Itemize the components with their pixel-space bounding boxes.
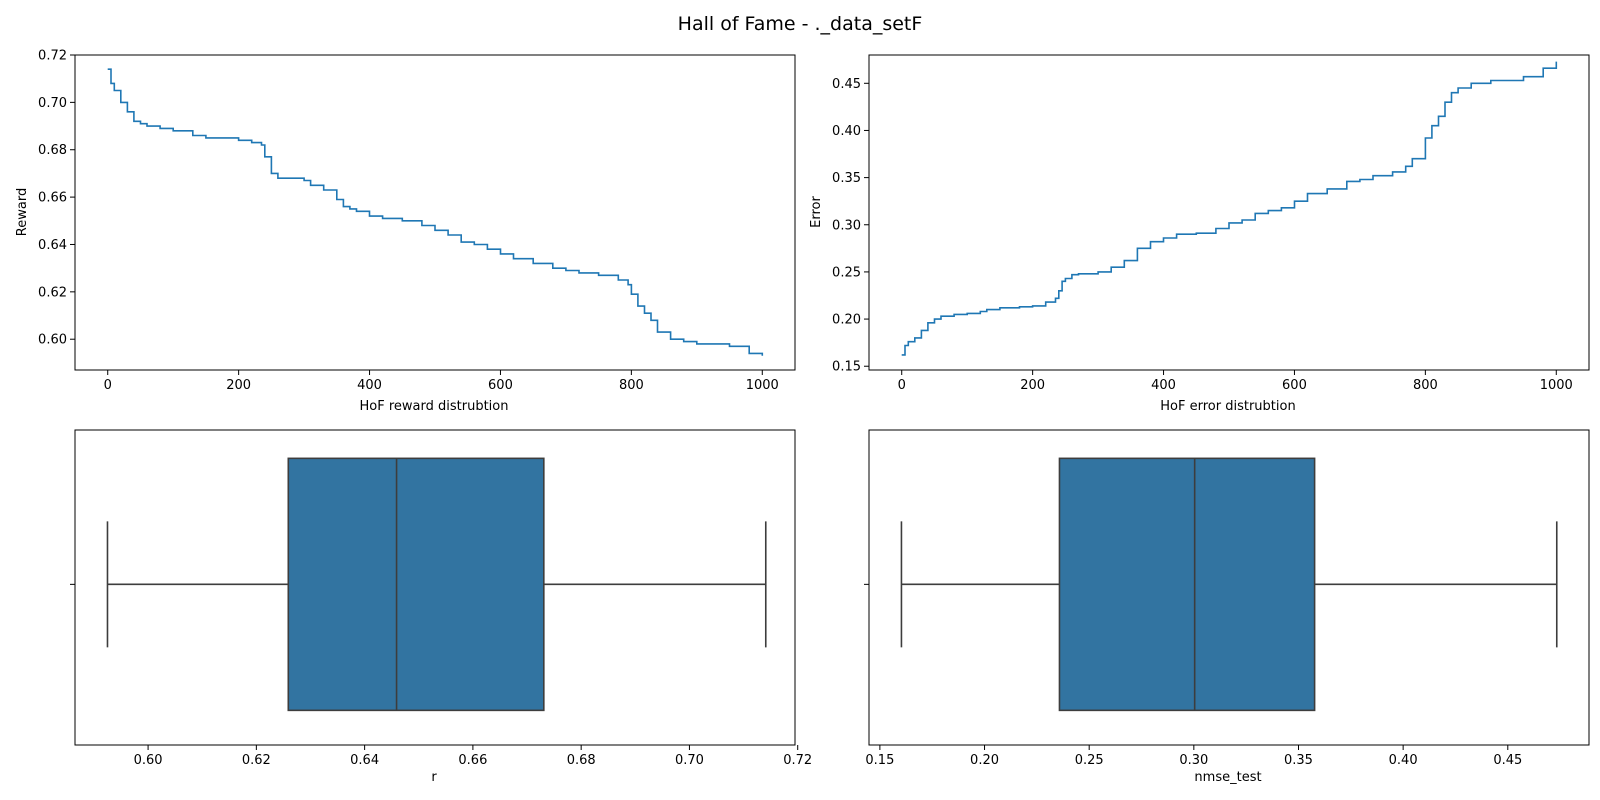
error-chart-xtick-label: 1000 [1540,378,1573,393]
reward-boxplot-iqr-box [287,457,545,712]
error-chart-ytick-label: 0.40 [832,124,861,139]
reward-boxplot-axes-frame [74,429,796,746]
reward-chart-ytick-label: 0.60 [38,333,67,348]
reward-chart-ytick-label: 0.64 [38,238,67,253]
reward-line-chart: HoF reward distrubtion Reward 0 200 400 600… [15,49,796,414]
error-boxplot-xtick-label: 0.45 [1493,753,1522,768]
error-chart-ytick-label: 0.35 [832,171,861,186]
error-boxplot-xtick-label: 0.40 [1389,753,1418,768]
reward-chart-xlabel: HoF reward distrubtion [360,399,509,414]
reward-boxplot-xlabel: r [431,770,437,785]
reward-chart-xtick-label: 200 [226,378,251,393]
reward-boxplot-xtick-label: 0.68 [567,753,596,768]
error-boxplot-iqr-box [1058,457,1316,712]
reward-chart-xtick-label: 800 [619,378,644,393]
error-chart-xtick-label: 200 [1020,378,1045,393]
error-chart-xtick-label: 800 [1413,378,1438,393]
reward-chart-ylabel: Reward [15,188,30,236]
error-boxplot-axes-frame [868,429,1590,746]
reward-chart-ytick-label: 0.62 [38,285,67,300]
reward-chart-ytick-label: 0.70 [38,96,67,111]
error-line-chart: HoF error distrubtion Error 0 200 400 600 80… [809,54,1590,414]
error-boxplot-xtick-label: 0.30 [1179,753,1208,768]
reward-chart-axes-frame [74,54,796,371]
error-boxplot-xtick-label: 0.35 [1284,753,1313,768]
error-chart-ytick-label: 0.20 [832,313,861,328]
reward-chart-xtick-label: 400 [357,378,382,393]
error-boxplot-xtick-label: 0.15 [865,753,894,768]
error-chart-axes-frame [868,54,1590,371]
reward-chart-ytick-label: 0.72 [38,49,67,64]
error-boxplot: nmse_test 0.15 0.20 0.25 0.30 0.35 0.40 0.45 [864,429,1590,785]
error-chart-xtick-label: 0 [898,378,906,393]
error-chart-ylabel: Error [809,196,824,228]
figure-title: Hall of Fame - ._data_setF [678,13,923,35]
error-boxplot-xtick-label: 0.25 [1075,753,1104,768]
error-chart-ytick-label: 0.30 [832,218,861,233]
error-boxplot-xtick-label: 0.20 [970,753,999,768]
reward-boxplot-xtick-label: 0.60 [134,753,163,768]
reward-boxplot-xtick-label: 0.64 [350,753,379,768]
reward-chart-xtick-label: 600 [488,378,513,393]
reward-chart-ytick-label: 0.68 [38,143,67,158]
error-chart-xlabel: HoF error distrubtion [1160,399,1295,414]
reward-chart-xtick-label: 0 [104,378,112,393]
reward-boxplot-xtick-label: 0.62 [242,753,271,768]
error-chart-series-line [901,61,1558,356]
reward-chart-ytick-label: 0.66 [38,191,67,206]
reward-chart-xtick-label: 1000 [746,378,779,393]
error-boxplot-xlabel: nmse_test [1194,770,1261,785]
reward-chart-series-line [107,68,764,356]
error-chart-xtick-label: 600 [1282,378,1307,393]
error-chart-ytick-label: 0.25 [832,265,861,280]
reward-boxplot-xtick-label: 0.72 [783,753,812,768]
error-chart-xtick-label: 400 [1151,378,1176,393]
reward-boxplot-xtick-label: 0.66 [458,753,487,768]
error-chart-ytick-label: 0.15 [832,360,861,375]
reward-boxplot-xtick-label: 0.70 [675,753,704,768]
error-chart-ytick-label: 0.45 [832,77,861,92]
reward-boxplot: r 0.60 0.62 0.64 0.66 0.68 0.70 0.72 [70,429,812,785]
